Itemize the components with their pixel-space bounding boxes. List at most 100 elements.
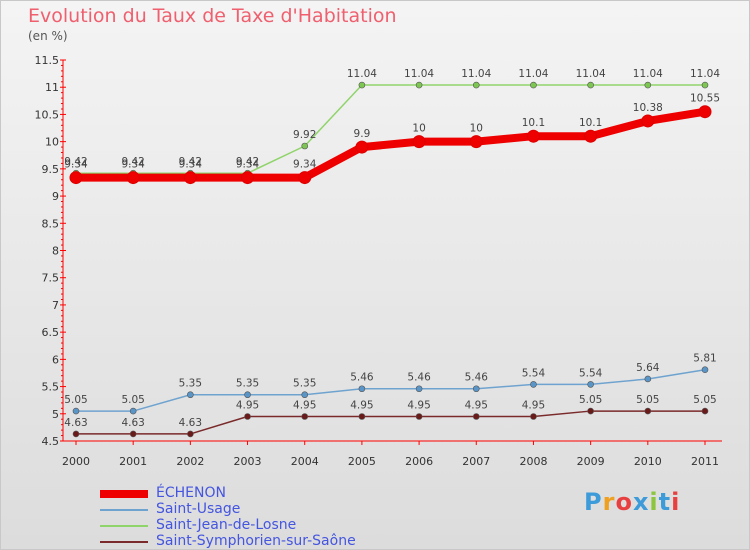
- data-label: 5.35: [236, 378, 259, 390]
- x-tick-label: 2010: [634, 455, 662, 468]
- data-label: 10: [412, 123, 425, 135]
- x-tick-label: 2008: [519, 455, 547, 468]
- data-label: 11.04: [347, 68, 377, 80]
- data-point: [241, 171, 255, 185]
- data-label: 9.34: [64, 159, 88, 171]
- data-point: [472, 413, 480, 420]
- data-point: [701, 81, 709, 89]
- data-label: 4.95: [350, 400, 373, 412]
- legend-swatch: [100, 541, 148, 543]
- data-label: 9.42: [121, 156, 144, 168]
- legend-label: Saint-Symphorien-sur-Saône: [156, 533, 356, 549]
- y-tick-label: 4.5: [42, 435, 60, 448]
- data-label: 11.04: [576, 68, 606, 80]
- y-tick-label: 9.5: [42, 163, 60, 176]
- data-label: 9.42: [64, 156, 87, 168]
- data-label: 10.55: [690, 93, 720, 105]
- data-label: 4.63: [64, 417, 87, 429]
- data-label: 9.42: [236, 156, 259, 168]
- data-label: 5.05: [636, 394, 659, 406]
- y-tick-label: 5: [52, 408, 59, 421]
- data-point: [244, 391, 251, 399]
- data-label: 5.05: [64, 394, 87, 406]
- legend-label: ÉCHENON: [156, 485, 226, 501]
- data-point: [244, 413, 251, 420]
- data-point: [644, 81, 652, 89]
- legend-label: Saint-Jean-de-Losne: [156, 517, 297, 533]
- legend-label: Saint-Usage: [156, 501, 241, 517]
- data-point: [69, 171, 83, 185]
- data-point: [587, 407, 594, 415]
- data-label: 10: [470, 123, 483, 135]
- logo-letter: i: [671, 488, 681, 516]
- x-tick-label: 2004: [291, 455, 319, 468]
- proxiti-logo: Proxiti: [584, 488, 680, 516]
- logo-letter: P: [584, 488, 603, 516]
- data-point: [641, 114, 655, 128]
- data-point: [129, 407, 137, 415]
- data-point: [415, 81, 423, 89]
- y-tick-label: 10.5: [35, 108, 60, 121]
- series-line-1: [75, 368, 706, 412]
- y-tick-label: 6: [52, 353, 59, 366]
- data-label: 5.54: [522, 367, 546, 379]
- y-tick-label: 9: [52, 190, 59, 203]
- data-label: 4.95: [236, 400, 259, 412]
- data-point: [469, 135, 483, 149]
- data-label: 5.05: [579, 394, 602, 406]
- y-tick-label: 7.5: [42, 272, 60, 285]
- data-label: 9.92: [293, 129, 316, 141]
- y-tick-label: 5.5: [42, 381, 60, 394]
- x-tick-label: 2011: [691, 455, 719, 468]
- y-tick-label: 6.5: [42, 326, 60, 339]
- data-point: [644, 375, 652, 383]
- series-line-2: [75, 84, 706, 174]
- data-label: 11.04: [404, 68, 434, 80]
- data-label: 4.95: [293, 400, 316, 412]
- data-point: [472, 385, 480, 393]
- series-line-0: [72, 107, 709, 182]
- data-point: [187, 430, 194, 438]
- data-point: [301, 142, 309, 150]
- x-tick-label: 2009: [577, 455, 605, 468]
- data-point: [412, 135, 426, 149]
- legend-item: ÉCHENON: [100, 485, 430, 502]
- data-point: [129, 430, 137, 438]
- data-label: 9.34: [236, 159, 260, 171]
- data-point: [526, 129, 540, 143]
- logo-letter: x: [632, 488, 650, 516]
- data-point: [298, 171, 312, 185]
- data-point: [584, 129, 598, 143]
- data-point: [187, 391, 194, 399]
- data-label: 11.04: [461, 68, 491, 80]
- data-label: 5.46: [407, 372, 431, 384]
- data-label: 5.46: [350, 372, 374, 384]
- legend: ÉCHENON Saint-Usage Saint-Jean-de-Losne Sai…: [100, 485, 430, 550]
- data-point: [587, 81, 594, 89]
- data-point: [355, 140, 369, 154]
- y-tick-label: 10: [45, 136, 59, 149]
- x-tick-label: 2006: [405, 455, 433, 468]
- x-tick-label: 2001: [119, 455, 147, 468]
- data-point: [701, 407, 709, 415]
- x-tick-label: 2005: [348, 455, 376, 468]
- data-label: 5.35: [179, 378, 202, 390]
- data-point: [701, 366, 709, 373]
- data-label: 5.46: [465, 372, 489, 384]
- logo-letter: t: [658, 488, 672, 516]
- data-point: [415, 385, 423, 393]
- data-point: [415, 413, 423, 420]
- legend-swatch: [100, 490, 148, 498]
- y-tick-label: 11: [45, 81, 59, 94]
- unit-label: (en %): [28, 29, 68, 43]
- data-label: 5.05: [121, 394, 144, 406]
- data-label: 4.63: [121, 417, 144, 429]
- data-label: 9.34: [293, 159, 317, 171]
- logo-letter: i: [649, 488, 659, 516]
- data-point: [530, 381, 537, 388]
- data-label: 4.95: [522, 400, 545, 412]
- data-point: [472, 81, 480, 89]
- logo-letter: o: [615, 488, 633, 516]
- y-tick-label: 8: [52, 245, 59, 258]
